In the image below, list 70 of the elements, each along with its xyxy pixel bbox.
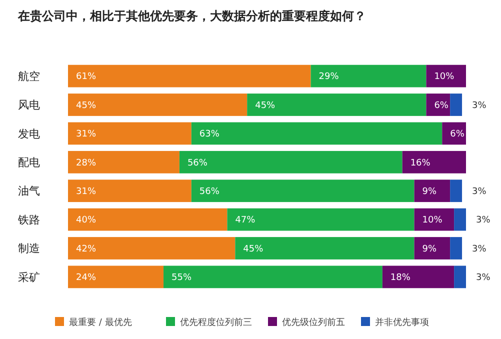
bar — [164, 266, 382, 288]
data-label: 47% — [235, 216, 256, 226]
data-label: 45% — [243, 244, 264, 254]
data-label: 3% — [472, 187, 487, 197]
data-label: 56% — [187, 158, 208, 168]
bar — [454, 208, 466, 231]
data-label: 3% — [472, 100, 487, 111]
y-tick-label: 油气 — [18, 184, 40, 198]
legend-label: 优先程度位列前三 — [180, 317, 252, 328]
bar — [179, 150, 402, 174]
chart-title: 在贵公司中，相比于其他优先要务，大数据分析的重要程度如何？ — [17, 9, 366, 23]
bar — [68, 150, 180, 174]
legend-label: 并非优先事项 — [375, 317, 429, 328]
bar — [450, 94, 462, 116]
data-label: 16% — [410, 158, 431, 168]
bar — [68, 64, 311, 88]
bar — [68, 237, 236, 260]
data-label: 6% — [450, 130, 465, 140]
bar — [454, 266, 466, 288]
data-label: 55% — [172, 273, 192, 284]
y-tick-label: 配电 — [18, 156, 40, 169]
data-label: 3% — [476, 273, 491, 284]
y-tick-label: 风电 — [18, 98, 40, 112]
bar — [382, 266, 454, 288]
bar — [414, 208, 454, 231]
data-label: 56% — [199, 187, 220, 197]
data-label: 42% — [76, 244, 96, 254]
bar — [450, 237, 462, 260]
data-label: 9% — [422, 244, 437, 254]
data-label: 10% — [422, 216, 443, 226]
data-label: 45% — [255, 100, 276, 111]
data-label: 29% — [318, 72, 340, 82]
data-label: 24% — [76, 273, 96, 284]
y-tick-label: 采矿 — [18, 270, 40, 284]
bar — [68, 122, 192, 145]
legend-label: 最重要 / 最优先 — [69, 317, 132, 328]
data-label: 18% — [390, 273, 411, 284]
data-label: 3% — [472, 244, 487, 254]
bar — [191, 122, 442, 145]
data-label: 61% — [76, 72, 96, 82]
bar — [235, 237, 414, 260]
data-label: 63% — [199, 130, 220, 140]
bar — [227, 208, 414, 231]
bar — [426, 64, 466, 88]
y-tick-label: 航空 — [18, 70, 40, 83]
y-tick-label: 铁路 — [17, 213, 40, 226]
bar — [414, 180, 450, 202]
data-label: 31% — [76, 130, 96, 140]
y-tick-label: 发电 — [18, 127, 40, 140]
data-label: 6% — [434, 100, 449, 111]
y-tick-label: 制造 — [18, 242, 40, 256]
data-label: 31% — [76, 187, 96, 197]
data-label: 40% — [76, 216, 96, 226]
bar — [68, 208, 228, 231]
bar — [191, 180, 414, 202]
bar — [426, 94, 450, 116]
bar — [247, 94, 426, 116]
bar — [414, 237, 450, 260]
bar — [68, 94, 248, 116]
data-label: 10% — [434, 72, 455, 82]
bar — [402, 150, 466, 174]
bar — [310, 64, 426, 88]
bar — [68, 266, 164, 288]
data-label: 28% — [76, 158, 96, 168]
data-label: 3% — [476, 216, 491, 226]
legend-label: 优先级位列前五 — [282, 317, 345, 328]
data-label: 45% — [76, 100, 96, 111]
bar — [450, 180, 462, 202]
data-label: 9% — [422, 187, 437, 197]
bar — [68, 180, 192, 202]
